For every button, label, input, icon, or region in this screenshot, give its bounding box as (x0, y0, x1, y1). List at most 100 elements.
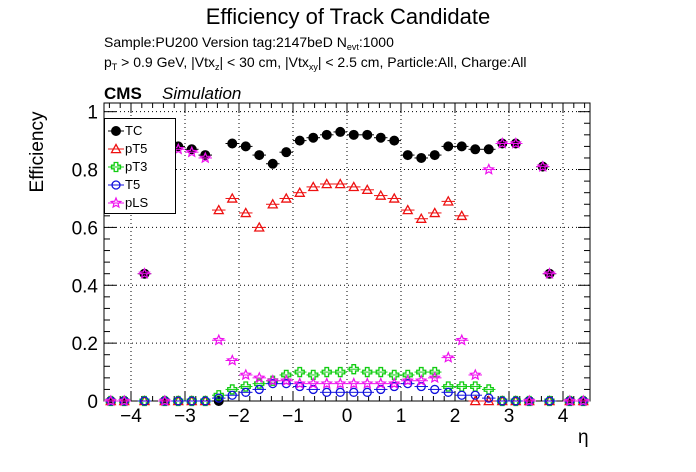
x-tick-label-3: −1 (282, 406, 304, 427)
data-point-pT5-14 (307, 181, 319, 192)
y-tick-label-3: 0.6 (72, 218, 98, 239)
x-tick-label-5: 1 (396, 406, 407, 427)
data-point-T5-20 (389, 381, 399, 392)
legend-label-TC: TC (125, 123, 143, 138)
simulation-label: Simulation (162, 84, 242, 103)
data-point-TC-17 (348, 129, 359, 140)
x-tick-label-4: 0 (342, 406, 353, 427)
legend-symbol-pT3 (110, 161, 122, 173)
data-point-T5-13 (295, 381, 305, 392)
data-point-T5-26 (470, 390, 480, 400)
data-point-pT5-26 (469, 395, 481, 406)
x-tick-label-7: 3 (504, 406, 515, 427)
data-point-pT3-15 (321, 366, 332, 378)
data-point-T5-8 (227, 390, 237, 400)
data-point-pLS-13 (293, 377, 306, 389)
data-point-pT5-18 (361, 183, 373, 195)
y-axis-label: Efficiency (27, 111, 48, 193)
data-point-pLS-14 (307, 377, 320, 389)
subtitle-2-b: | < 30 cm, |Vtx (219, 54, 309, 70)
subtitle-1-text: Sample:PU200 Version tag:2147beD N (104, 34, 347, 50)
data-point-T5-31 (544, 396, 555, 406)
legend-label-pLS: pLS (125, 195, 149, 210)
data-point-pLS-0 (104, 394, 117, 407)
data-point-T5-12 (281, 378, 291, 389)
data-point-pT5-27 (483, 395, 495, 406)
data-point-TC-11 (267, 158, 278, 169)
data-point-pT3-24 (443, 381, 454, 392)
data-point-pLS-17 (347, 377, 360, 389)
data-point-TC-12 (281, 147, 292, 158)
data-point-pT5-20 (388, 192, 400, 203)
data-point-T5-15 (322, 387, 332, 397)
legend-symbol-TC (111, 126, 121, 136)
y-tick-label-2: 0.4 (72, 276, 99, 297)
x-tick-label-2: −2 (228, 406, 250, 427)
data-point-pT3-18 (362, 366, 373, 378)
data-point-pT5-9 (240, 207, 252, 218)
data-point-pT3-20 (389, 369, 400, 381)
chart-title: Efficiency of Track Candidate (205, 4, 491, 29)
legend-entry-T5: T5 (105, 176, 175, 194)
data-point-pT3-9 (240, 381, 251, 392)
data-point-pT5-10 (253, 221, 265, 232)
data-point-TC-25 (456, 141, 467, 152)
data-point-TC-13 (294, 135, 305, 146)
y-tick-label-1: 0.2 (72, 334, 98, 355)
data-point-T5-4 (173, 396, 183, 406)
y-tick-label-0: 0 (87, 392, 98, 413)
data-point-pLS-15 (320, 377, 333, 389)
data-point-pT3-8 (227, 384, 238, 395)
data-point-TC-19 (375, 132, 386, 143)
data-point-pT5-22 (415, 212, 427, 223)
data-point-T5-25 (457, 390, 467, 400)
data-point-pLS-32 (543, 267, 556, 279)
subtitle-1-sub: evt (346, 42, 359, 52)
data-point-pLS-19 (374, 377, 387, 389)
subtitle-2-c: | < 2.5 cm, Particle:All, Charge:All (317, 54, 527, 70)
data-point-T5-2 (139, 396, 150, 406)
legend-entry-pT3: pT3 (105, 158, 175, 176)
data-point-pLS-24 (442, 351, 455, 363)
data-point-pLS-7 (212, 333, 225, 346)
data-point-pT5-13 (294, 186, 306, 197)
subtitle-2-p-sub: T (111, 62, 118, 72)
series-pT5 (104, 178, 590, 406)
data-point-pT5-25 (456, 209, 468, 221)
legend-symbol-pLS (109, 196, 123, 209)
legend-marker-TC (108, 126, 124, 136)
data-point-pLS-8 (226, 353, 239, 366)
data-point-pLS-23 (428, 371, 441, 384)
data-point-pT5-11 (267, 198, 279, 209)
legend-entry-pLS: pLS (105, 194, 175, 212)
x-axis-label: η (578, 427, 589, 448)
series-pLS (104, 136, 590, 407)
subtitle-2-p: p (104, 54, 112, 70)
data-point-TC-9 (240, 141, 251, 152)
y-tick-label-5: 1 (87, 103, 98, 124)
data-point-pT3-17 (348, 364, 359, 375)
data-point-pT3-7 (213, 390, 224, 401)
data-point-pT5-17 (348, 181, 360, 192)
data-point-pLS-12 (280, 374, 293, 387)
data-point-T5-16 (335, 387, 345, 397)
x-tick-label-6: 2 (450, 406, 461, 427)
data-point-TC-18 (362, 129, 373, 140)
y-tick-label-4: 0.8 (72, 161, 98, 182)
legend-label-pT3: pT3 (125, 159, 148, 174)
legend-marker-pT5 (108, 143, 124, 154)
data-point-T5-24 (443, 387, 453, 397)
cms-label: CMS (104, 84, 142, 103)
data-point-pLS-5 (185, 145, 198, 158)
data-point-pLS-22 (415, 374, 428, 387)
data-point-TC-24 (443, 141, 454, 152)
chart-subtitle-1: Sample:PU200 Version tag:2147beD Nevt:10… (104, 34, 394, 52)
data-point-pLS-16 (334, 377, 347, 389)
data-point-TC-22 (416, 152, 427, 163)
data-point-pLS-31 (536, 160, 549, 172)
data-point-pT5-8 (226, 192, 238, 203)
data-point-TC-21 (402, 150, 413, 161)
data-point-pLS-18 (361, 377, 374, 389)
data-point-T5-21 (403, 378, 413, 389)
legend-label-T5: T5 (125, 177, 141, 192)
